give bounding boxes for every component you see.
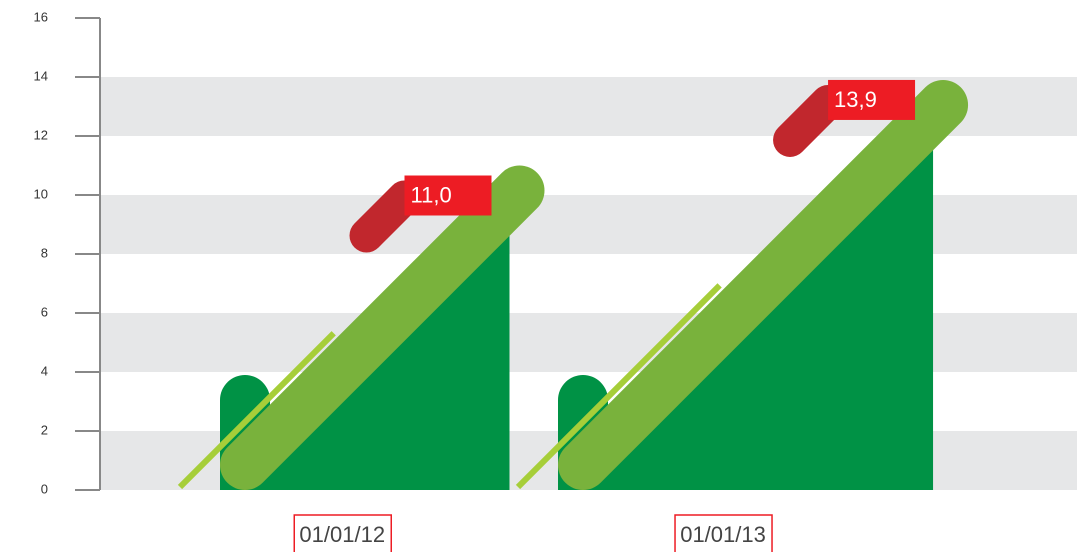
value-label: 13,9 [834, 87, 877, 112]
chart: 0 2 4 6 8 10 12 14 16 11,0 01/01/12 13,9 01/01/13 [0, 0, 1077, 552]
y-tick-label: 10 [34, 186, 48, 201]
x-tick-label: 01/01/13 [680, 522, 766, 547]
page: 024681012141611,001/01/1213,901/01/13 ((… [0, 0, 1077, 552]
y-tick-label: 12 [34, 127, 48, 142]
y-tick-label: 4 [41, 363, 48, 378]
x-tick-label: 01/01/12 [299, 522, 385, 547]
value-label: 11,0 [411, 182, 452, 207]
y-tick-label: 8 [41, 245, 48, 260]
y-tick-label: 16 [34, 9, 48, 24]
y-tick-label: 2 [41, 422, 48, 437]
y-tick-label: 0 [41, 481, 48, 496]
y-tick-label: 6 [41, 304, 48, 319]
y-tick-label: 14 [34, 68, 48, 83]
